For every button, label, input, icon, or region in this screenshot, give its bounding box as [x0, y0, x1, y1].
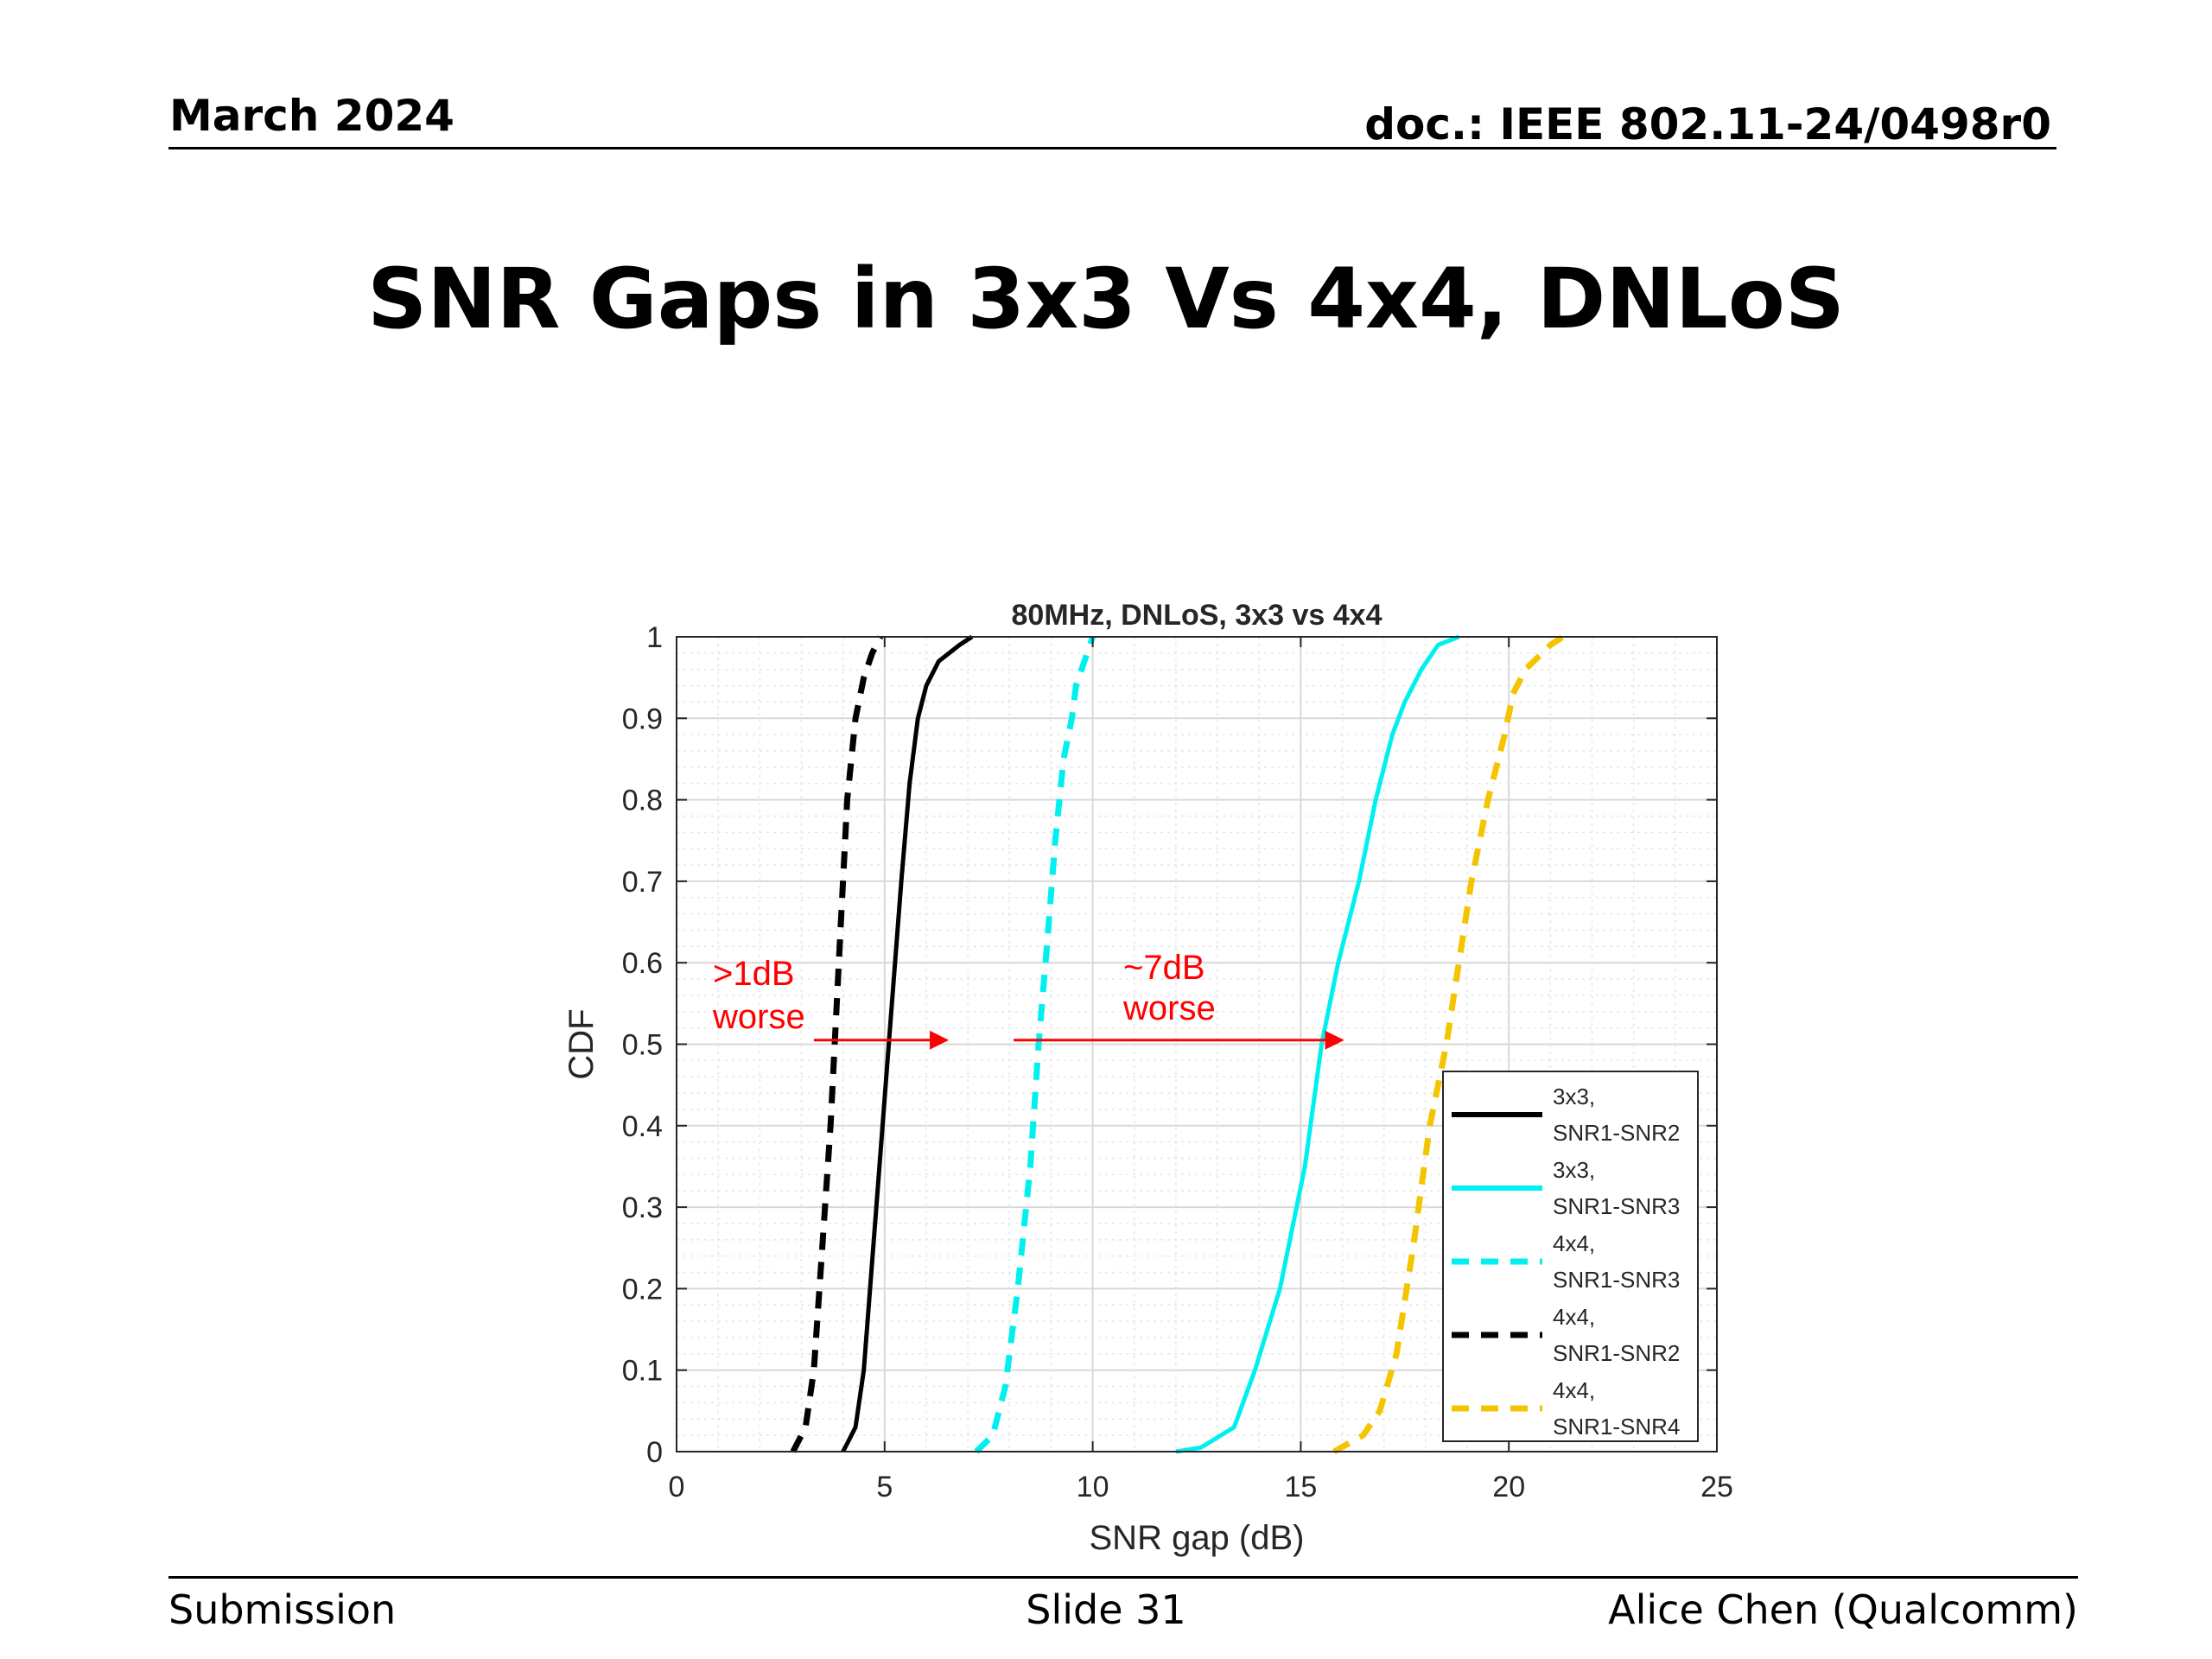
legend-label: 3x3, — [1553, 1157, 1595, 1183]
annotation-text: >1dB — [713, 955, 795, 993]
series-line-1 — [841, 634, 974, 1453]
annotation-text: worse — [712, 998, 805, 1036]
y-tick-label: 0 — [646, 1436, 663, 1469]
header-doc-id: doc.: IEEE 802.11-24/0498r0 — [1364, 99, 2051, 149]
x-tick-label: 15 — [1284, 1471, 1317, 1503]
footer-author: Alice Chen (Qualcomm) — [1608, 1586, 2078, 1633]
legend-label: 3x3, — [1553, 1084, 1595, 1109]
legend-label: SNR1-SNR3 — [1553, 1267, 1680, 1293]
y-tick-label: 0.5 — [622, 1029, 663, 1062]
chart-legend: 3x3, SNR1-SNR2 3x3, SNR1-SNR3 4x4, SNR1-SNR3 4… — [1442, 1071, 1699, 1442]
chart-series — [790, 634, 1565, 1455]
y-tick-label: 0.2 — [622, 1273, 663, 1306]
series-line-2 — [1175, 634, 1460, 1454]
footer-submission: Submission — [168, 1586, 397, 1633]
chart-title: 80MHz, DNLoS, 3x3 vs 4x4 — [1012, 599, 1382, 632]
legend-label: 4x4, — [1553, 1304, 1595, 1330]
header-date: March 2024 — [169, 91, 454, 141]
x-tick-label: 25 — [1700, 1471, 1733, 1503]
legend-label: 4x4, — [1553, 1377, 1595, 1403]
legend-box — [1442, 1071, 1699, 1442]
x-tick-label: 0 — [669, 1471, 685, 1503]
slide-title: SNR Gaps in 3x3 Vs 4x4, DNLoS — [367, 251, 1845, 347]
y-tick-label: 0.3 — [622, 1192, 663, 1224]
legend-label: SNR1-SNR2 — [1553, 1120, 1680, 1146]
legend-label: SNR1-SNR2 — [1553, 1340, 1680, 1366]
footer-rule — [168, 1576, 2078, 1579]
y-axis-label: CDF — [563, 1008, 601, 1079]
y-tick-label: 0.7 — [622, 866, 663, 899]
legend-label: SNR1-SNR3 — [1553, 1193, 1680, 1219]
annotation-text: ~7dB — [1123, 949, 1205, 987]
x-axis-label: SNR gap (dB) — [1090, 1519, 1305, 1557]
y-tick-label: 0.1 — [622, 1355, 663, 1388]
y-tick-label: 0.9 — [622, 702, 663, 735]
series-line-4 — [790, 635, 884, 1453]
legend-label: 4x4, — [1553, 1230, 1595, 1256]
legend-label: SNR1-SNR4 — [1553, 1414, 1680, 1440]
x-tick-label: 5 — [876, 1471, 893, 1503]
x-tick-label: 10 — [1077, 1471, 1109, 1503]
header-rule — [168, 147, 2056, 149]
annotation-text: worse — [1122, 989, 1216, 1027]
y-tick-label: 0.4 — [622, 1110, 663, 1143]
x-tick-label: 20 — [1492, 1471, 1525, 1503]
y-tick-label: 0.8 — [622, 785, 663, 817]
footer-slide-number: Slide 31 — [1026, 1586, 1186, 1633]
series-line-3 — [974, 635, 1096, 1454]
y-tick-label: 0.6 — [622, 947, 663, 980]
chart-ticks: 0 5 10 15 20 25 0 0.1 0.2 0.3 0.4 0.5 0.6 0.7 0.8 0.9 1 — [622, 621, 1733, 1503]
y-tick-label: 1 — [646, 621, 663, 654]
